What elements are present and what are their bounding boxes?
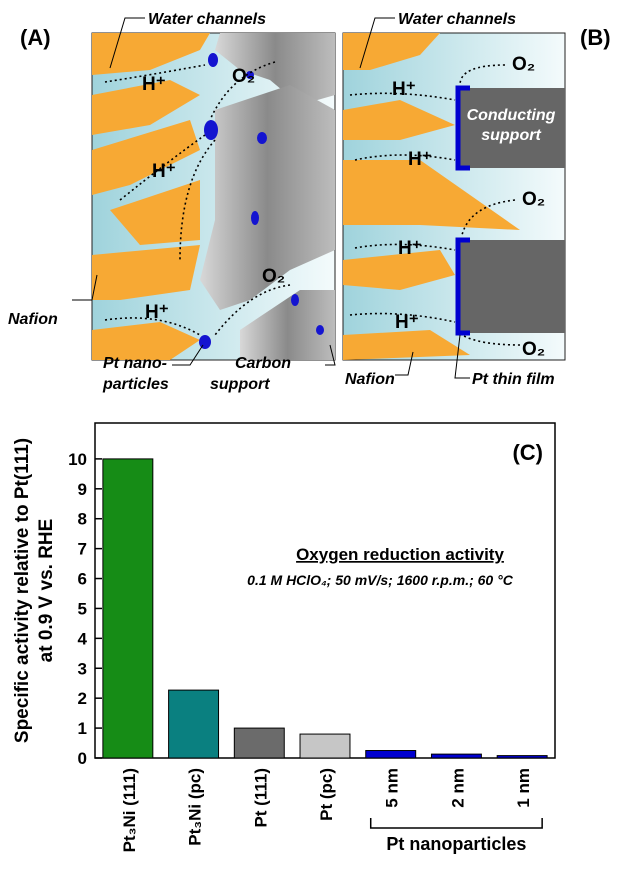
y-tick-label: 5 xyxy=(78,599,87,618)
x-tick-label: 5 nm xyxy=(383,768,402,808)
plot-frame xyxy=(94,422,556,759)
pt-particles xyxy=(199,53,324,349)
ion: O₂ xyxy=(522,189,545,210)
label: support xyxy=(210,376,270,393)
y-tick-label: 3 xyxy=(78,659,87,678)
annotation: 0.1 M HClO₄; 50 mV/s; 1600 r.p.m.; 60 °C xyxy=(247,572,514,588)
leader xyxy=(395,351,414,376)
y-axis-label: at 0.9 V vs. RHE xyxy=(36,519,57,663)
bar xyxy=(168,689,220,759)
y-axis-label: Specific activity relative to Pt(111) xyxy=(12,438,33,743)
diagram-a: (A) Water channels H⁺ H⁺ H⁺ O₂ O₂ Nafion… xyxy=(8,11,336,393)
arrow xyxy=(459,64,506,86)
leader xyxy=(454,334,470,379)
y-tick-label: 7 xyxy=(78,540,87,559)
arrow xyxy=(214,284,291,336)
ion: H⁺ xyxy=(395,312,419,333)
arrow xyxy=(349,92,456,101)
label: Nafion xyxy=(345,371,395,388)
panel-label: (A) xyxy=(20,25,51,50)
panel-label: (C) xyxy=(512,440,543,465)
label: Water channels xyxy=(148,11,266,28)
arrow xyxy=(179,139,216,261)
y-tick-label: 0 xyxy=(78,749,87,768)
pt-film xyxy=(455,85,470,336)
nafion-shapes xyxy=(343,33,520,360)
leader xyxy=(72,274,98,301)
bar xyxy=(430,753,482,759)
leader xyxy=(109,17,145,69)
bar-chart: 0 1 2 3 4 5 6 7 8 9 10 Specific activity relative t… xyxy=(12,422,556,854)
label: Water channels xyxy=(398,11,516,28)
x-tick-label: 1 nm xyxy=(514,768,533,808)
arrow xyxy=(209,61,276,121)
bar xyxy=(233,727,285,759)
y-tick-label: 2 xyxy=(78,689,87,708)
leader xyxy=(359,17,395,69)
group-label: Pt nanoparticles xyxy=(386,834,526,854)
y-tick-label: 10 xyxy=(68,450,87,469)
carbon-shapes xyxy=(200,33,335,360)
label: Conducting xyxy=(467,107,556,124)
label: Pt thin film xyxy=(472,371,555,388)
label: Carbon xyxy=(235,355,291,372)
ion: H⁺ xyxy=(145,302,169,323)
bar xyxy=(496,755,548,759)
leader xyxy=(172,344,204,366)
support xyxy=(458,240,565,333)
bar xyxy=(365,750,417,759)
ion: O₂ xyxy=(262,266,285,287)
label: Pt nano- xyxy=(103,355,167,372)
ion: H⁺ xyxy=(398,238,422,259)
ion: O₂ xyxy=(232,66,255,87)
arrow xyxy=(461,334,521,346)
diagram-b: (B) Water channels H⁺ H⁺ H⁺ H⁺ O₂ O₂ O₂ … xyxy=(342,11,611,388)
ion: O₂ xyxy=(512,54,535,75)
label: support xyxy=(481,127,541,144)
arrow xyxy=(349,312,456,323)
group-bracket xyxy=(369,818,543,829)
x-tick-label: Pt (111) xyxy=(251,768,270,828)
ion: H⁺ xyxy=(152,161,176,182)
y-tick-label: 6 xyxy=(78,570,87,589)
leader xyxy=(325,344,336,366)
y-tick-label: 8 xyxy=(78,510,87,529)
x-tick-label: 2 nm xyxy=(448,768,467,808)
bar xyxy=(102,458,154,759)
panel-label: (B) xyxy=(580,25,611,50)
ion: H⁺ xyxy=(142,74,166,95)
y-tick-label: 1 xyxy=(78,719,87,738)
nafion-shapes xyxy=(92,33,210,360)
ion: H⁺ xyxy=(408,149,432,170)
x-tick-label: Pt₃Ni (pc) xyxy=(186,768,205,846)
arrow xyxy=(104,317,201,336)
label: particles xyxy=(102,376,169,393)
y-tick-label: 4 xyxy=(78,629,88,648)
y-tick-label: 9 xyxy=(78,480,87,499)
x-tick-label: Pt₃Ni (111) xyxy=(120,768,139,852)
ion: O₂ xyxy=(522,339,545,360)
bar xyxy=(299,733,351,759)
support xyxy=(458,88,565,168)
ion: H⁺ xyxy=(392,79,416,100)
x-tick-label: Pt (pc) xyxy=(317,768,336,821)
label: Nafion xyxy=(8,311,58,328)
annotation-title: Oxygen reduction activity xyxy=(296,545,504,564)
